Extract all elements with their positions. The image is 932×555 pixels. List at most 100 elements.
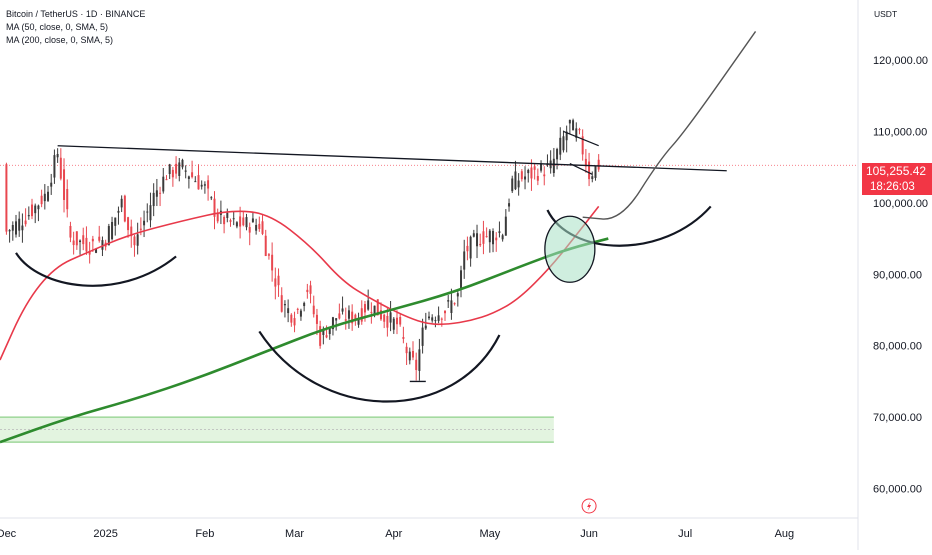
ma50-legend[interactable]: MA (50, close, 0, SMA, 5) (6, 22, 109, 32)
candle-body (389, 312, 392, 323)
y-tick-label: 80,000.00 (873, 341, 922, 353)
candle-body (335, 318, 338, 321)
candle-body (424, 325, 427, 329)
candle-body (399, 316, 402, 325)
candle-body (24, 220, 27, 225)
y-tick-label: 90,000.00 (873, 269, 922, 281)
candle-body (149, 205, 152, 221)
flag-line-bottom (569, 163, 593, 175)
candle-body (383, 314, 386, 322)
candle-body (338, 313, 341, 319)
candle-body (325, 335, 328, 338)
candle-body (187, 176, 190, 179)
candle-body (437, 315, 440, 321)
candle-body (520, 171, 523, 180)
candle-body (488, 230, 491, 243)
candle-body (274, 278, 277, 287)
candle-body (242, 217, 245, 226)
y-tick-label: 120,000.00 (873, 55, 928, 67)
candle-body (136, 234, 139, 246)
x-tick-label: Dec (0, 528, 17, 540)
candle-body (271, 254, 274, 271)
candle-body (306, 289, 309, 293)
candle-body (59, 157, 62, 179)
candle-body (296, 308, 299, 310)
candle-body (575, 128, 578, 138)
x-tick-label: Feb (195, 528, 214, 540)
candle-body (43, 193, 46, 202)
candle-body (543, 174, 546, 177)
candle-body (248, 227, 251, 233)
candle-body (552, 158, 555, 174)
candle-body (517, 180, 520, 188)
candle-body (415, 359, 418, 371)
candle-body (428, 316, 430, 319)
candle-body (162, 176, 165, 192)
ma50-line (0, 205, 600, 361)
candle-body (584, 158, 587, 167)
candle-body (287, 308, 290, 314)
candle-body (405, 346, 408, 354)
ma200-legend[interactable]: MA (200, close, 0, SMA, 5) (6, 35, 114, 45)
candle-body (203, 184, 206, 186)
candle-body (226, 212, 229, 218)
candle-body (395, 317, 398, 325)
candle-body (178, 162, 181, 176)
symbol-title[interactable]: Bitcoin / TetherUS · 1D · BINANCE (6, 9, 146, 19)
y-tick-label: 100,000.00 (873, 198, 928, 210)
candle-body (40, 195, 43, 205)
candle-body (15, 221, 18, 235)
candle-body (207, 180, 210, 189)
candle-body (5, 164, 8, 232)
candle-body (453, 303, 456, 305)
candle-body (472, 233, 475, 237)
candle-body (21, 225, 24, 231)
candle-body (95, 249, 98, 253)
candle-body (11, 225, 14, 231)
candle-body (344, 319, 347, 321)
candle-body (37, 205, 40, 210)
candle-body (31, 204, 34, 217)
candle-body (460, 270, 463, 289)
candle-body (27, 215, 30, 217)
flag-line-top (563, 130, 599, 147)
ma200-line (0, 237, 609, 444)
currency-unit-label[interactable]: USDT (874, 9, 898, 19)
resistance-line (57, 145, 727, 172)
current-price-tag: 105,255.42 (862, 163, 932, 180)
x-tick-label: May (479, 528, 500, 540)
cup-arc-left (15, 252, 177, 287)
candle-body (8, 230, 11, 232)
x-tick-label: Jun (580, 528, 598, 540)
candle-body (283, 304, 286, 306)
candle-body (258, 223, 261, 230)
candle-body (447, 300, 450, 302)
candle-body (402, 337, 405, 339)
candle-body (143, 220, 146, 226)
candle-body (341, 308, 344, 312)
cup-arc-middle (258, 330, 501, 403)
candle-body (450, 300, 453, 313)
candle-body (434, 320, 437, 322)
candle-body (540, 163, 543, 171)
candle-body (376, 299, 379, 316)
candle-body (264, 235, 267, 257)
candle-body (175, 163, 178, 174)
bar-countdown: 18:26:03 (862, 180, 932, 195)
candle-body (347, 310, 350, 319)
candle-body (277, 275, 280, 286)
candle-body (50, 182, 53, 187)
candle-body (444, 310, 447, 314)
x-tick-label: Apr (385, 528, 402, 540)
candle-body (111, 221, 114, 240)
candle-body (235, 222, 238, 227)
candle-body (562, 136, 565, 151)
candle-body (319, 326, 322, 346)
candle-body (578, 129, 581, 131)
candle-body (280, 295, 283, 312)
candle-body (351, 311, 354, 324)
candle-body (530, 167, 533, 179)
candle-body (120, 198, 123, 208)
